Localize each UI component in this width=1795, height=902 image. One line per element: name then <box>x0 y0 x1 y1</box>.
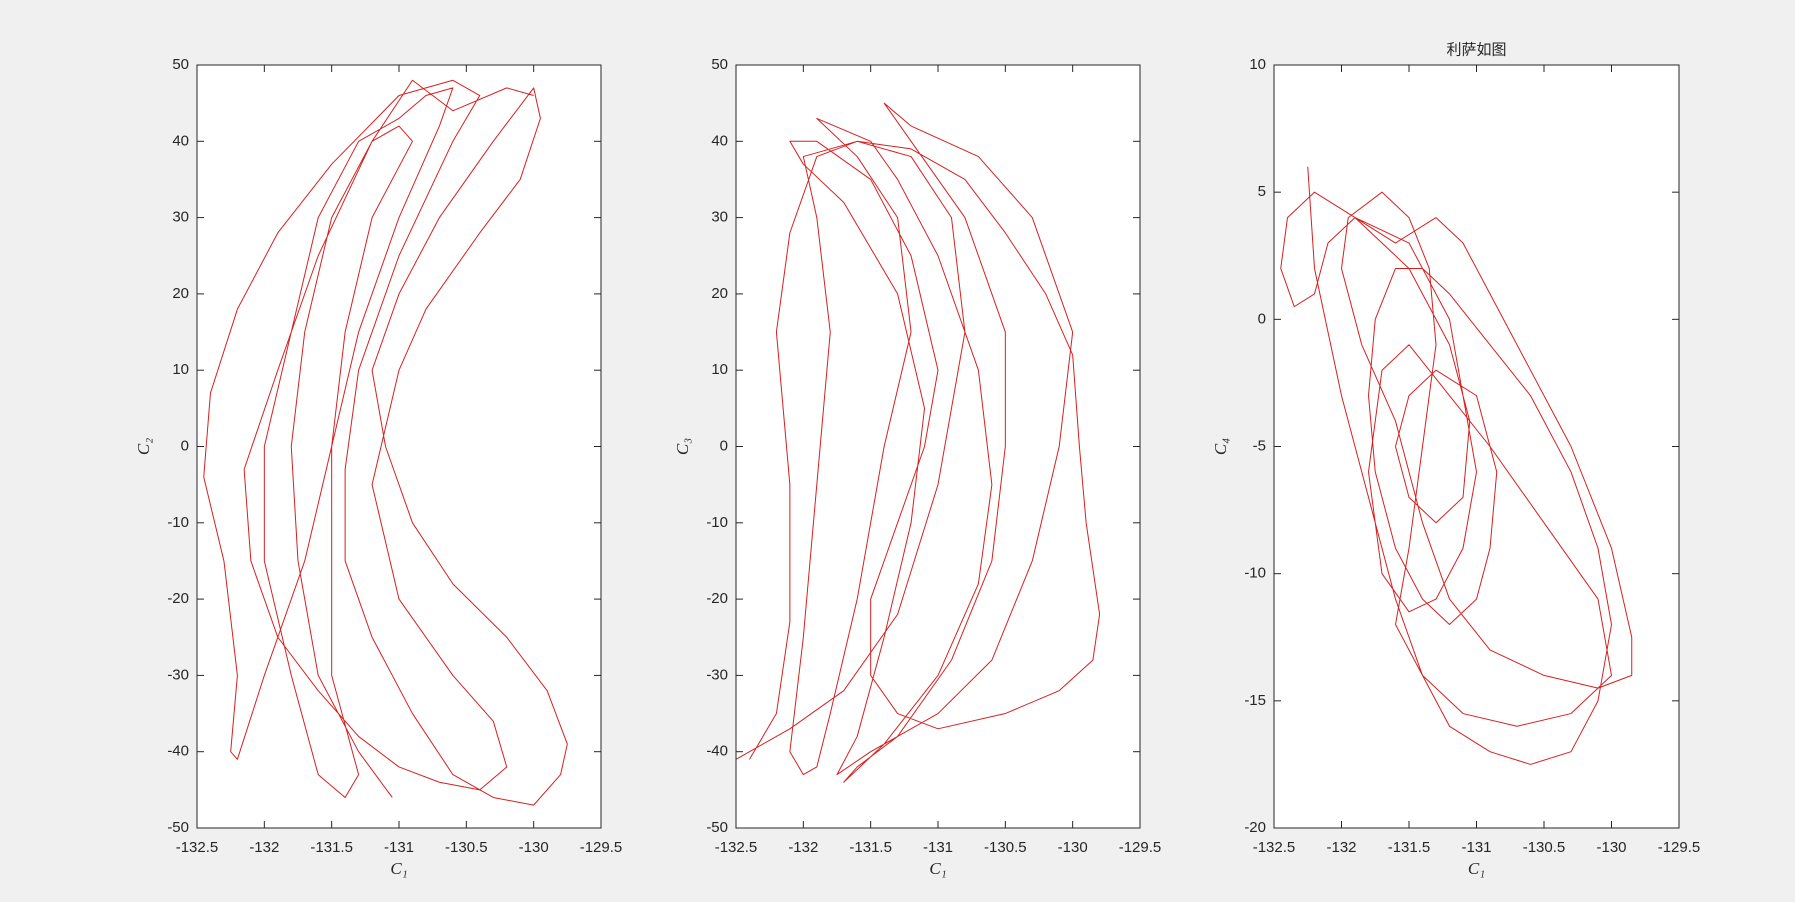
trajectory <box>1280 166 1633 765</box>
y-tick-label: -15 <box>1244 692 1266 709</box>
y-tick-label: -50 <box>706 819 728 836</box>
y-tick-label: 50 <box>172 56 189 73</box>
y-tick-label: -30 <box>167 666 189 683</box>
x-axis-label: C₁ <box>390 859 407 878</box>
y-tick-label: 50 <box>711 56 728 73</box>
x-tick-label: -129.5 <box>1658 839 1701 856</box>
y-axis-label: C₂ <box>134 438 153 455</box>
y-tick-label: 10 <box>711 361 728 378</box>
y-tick-label: 0 <box>181 437 189 454</box>
y-tick-label: -40 <box>706 743 728 760</box>
y-tick-label: -20 <box>1244 819 1266 836</box>
y-axis-label: C₄ <box>1211 438 1230 455</box>
y-tick-label: 5 <box>1258 183 1266 200</box>
plot-area <box>1274 65 1679 828</box>
axes: -132.5 -132 -131.5 -131 -130.5 -130 -129.5 -50 -… <box>134 56 622 878</box>
y-tick-label: 10 <box>1249 56 1266 73</box>
axes: -132.5 -132 -131.5 -131 -130.5 -130 -129.5 -50 -… <box>673 56 1161 878</box>
y-tick-label: 40 <box>172 132 189 149</box>
y-tick-label: -10 <box>706 514 728 531</box>
x-tick-label: -132 <box>1326 839 1356 856</box>
y-tick-label: -50 <box>167 819 189 836</box>
x-tick-label: -132.5 <box>715 839 758 856</box>
x-tick-label: -131 <box>384 839 414 856</box>
y-tick-label: 30 <box>711 209 728 226</box>
y-tick-label: -30 <box>706 666 728 683</box>
x-tick-label: -131 <box>1461 839 1491 856</box>
x-tick-label: -129.5 <box>1119 839 1162 856</box>
chart-title: 利萨如图 <box>1446 41 1506 59</box>
y-tick-label: 20 <box>711 285 728 302</box>
x-tick-label: -130.5 <box>984 839 1027 856</box>
y-tick-label: -40 <box>167 743 189 760</box>
x-tick-label: -132 <box>249 839 279 856</box>
axes-box <box>196 64 602 829</box>
x-tick-label: -131.5 <box>849 839 892 856</box>
x-tick-label: -130 <box>1596 839 1626 856</box>
y-tick-label: 40 <box>711 132 728 149</box>
y-tick-label: 0 <box>1258 310 1266 327</box>
x-tick-label: -130.5 <box>1523 839 1566 856</box>
y-tick-label: 10 <box>172 361 189 378</box>
x-tick-label: -130 <box>519 839 549 856</box>
x-tick-label: -131 <box>923 839 953 856</box>
x-tick-label: -131.5 <box>1388 839 1431 856</box>
axes-box <box>735 64 1141 829</box>
trajectory <box>203 79 568 806</box>
y-tick-label: -20 <box>167 590 189 607</box>
y-tick-label: -20 <box>706 590 728 607</box>
x-axis-label: C₁ <box>1468 859 1485 878</box>
x-tick-label: -132 <box>788 839 818 856</box>
plot-area <box>736 65 1140 828</box>
x-axis-label: C₁ <box>929 859 946 878</box>
x-tick-label: -132.5 <box>176 839 219 856</box>
y-tick-label: -10 <box>167 514 189 531</box>
x-tick-label: -131.5 <box>310 839 353 856</box>
y-tick-label: 30 <box>172 209 189 226</box>
plot-area <box>197 65 601 828</box>
y-tick-label: -10 <box>1244 565 1266 582</box>
y-axis-label: C₃ <box>673 438 692 455</box>
y-tick-label: -5 <box>1253 437 1266 454</box>
y-tick-label: 20 <box>172 285 189 302</box>
axes-box <box>1273 64 1680 829</box>
x-tick-label: -130 <box>1058 839 1088 856</box>
x-tick-label: -130.5 <box>445 839 488 856</box>
y-tick-label: 0 <box>720 437 728 454</box>
trajectory <box>735 102 1101 783</box>
axes: -132.5 -132 -131.5 -131 -130.5 -130 -129.5 -20 -… <box>1211 41 1700 878</box>
x-tick-label: -132.5 <box>1253 839 1296 856</box>
x-tick-label: -129.5 <box>580 839 623 856</box>
